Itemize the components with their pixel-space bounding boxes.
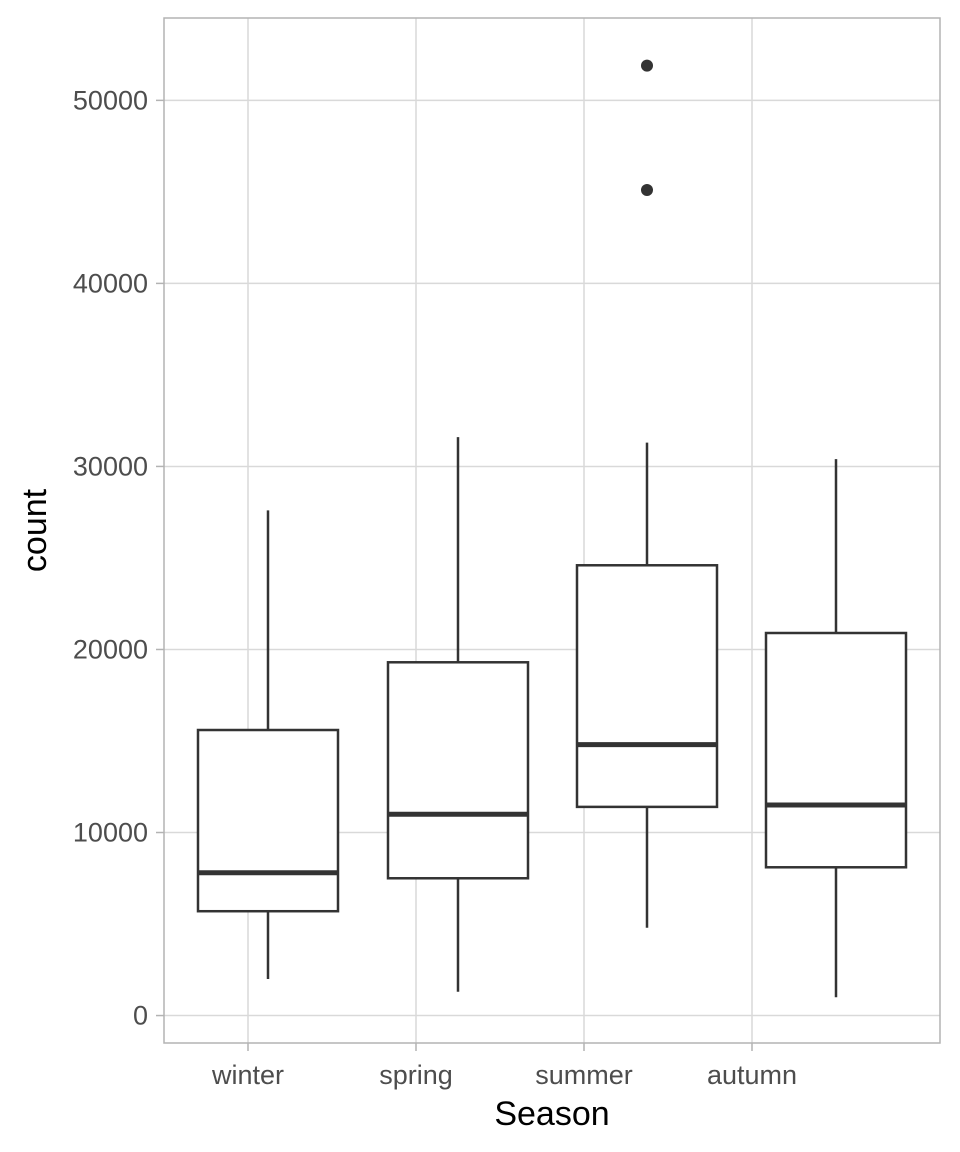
y-tick-label: 10000 <box>73 818 148 848</box>
box-iqr <box>196 728 340 913</box>
y-tick-label: 0 <box>133 1001 148 1031</box>
box-series <box>196 59 908 998</box>
box-spring <box>386 437 530 992</box>
box-winter <box>196 510 340 979</box>
outlier-point <box>641 184 653 197</box>
outlier-point <box>641 59 653 72</box>
box-iqr <box>386 661 530 880</box>
y-tick-label: 50000 <box>73 85 148 115</box>
y-tick-label: 40000 <box>73 268 148 298</box>
plot-panel-border <box>163 17 941 1044</box>
x-tick-label: autumn <box>707 1060 797 1090</box>
x-axis-title: Season <box>494 1095 609 1133</box>
box-summer <box>575 59 719 928</box>
box-iqr <box>764 631 908 869</box>
x-tick-label: summer <box>535 1060 633 1090</box>
box-autumn <box>764 459 908 998</box>
x-tick-label: winter <box>211 1060 284 1090</box>
y-tick-label: 30000 <box>73 451 148 481</box>
axis-ticks: 0 10000 20000 30000 40000 50000 winter spring su… <box>73 85 797 1090</box>
y-tick-label: 20000 <box>73 634 148 664</box>
y-axis-title: count <box>16 488 54 572</box>
x-tick-label: spring <box>379 1060 453 1090</box>
box-iqr <box>575 564 719 809</box>
